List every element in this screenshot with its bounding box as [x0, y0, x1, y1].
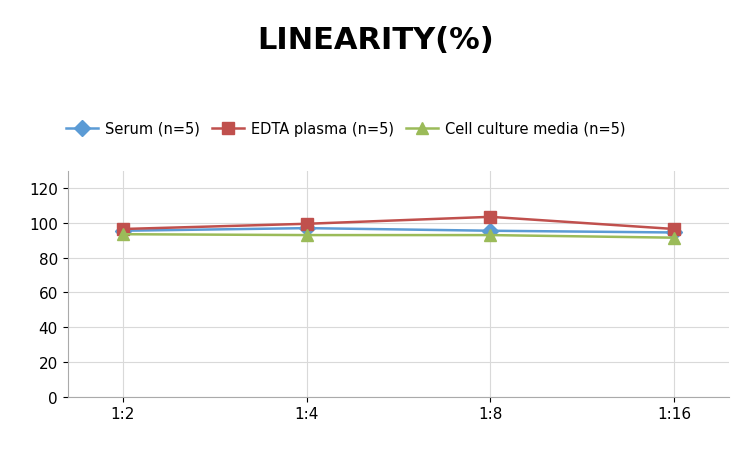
Cell culture media (n=5) — [486, 233, 495, 238]
Serum (n=5) — [302, 226, 311, 231]
Line: Cell culture media (n=5): Cell culture media (n=5) — [117, 229, 680, 244]
Serum (n=5) — [670, 230, 679, 236]
EDTA plasma (n=5) — [118, 227, 127, 232]
EDTA plasma (n=5) — [486, 215, 495, 220]
Line: Serum (n=5): Serum (n=5) — [117, 223, 680, 239]
Serum (n=5) — [486, 229, 495, 234]
EDTA plasma (n=5) — [302, 221, 311, 227]
Line: EDTA plasma (n=5): EDTA plasma (n=5) — [117, 212, 680, 235]
Cell culture media (n=5) — [670, 235, 679, 241]
Text: LINEARITY(%): LINEARITY(%) — [258, 26, 494, 55]
Serum (n=5) — [118, 229, 127, 234]
Legend: Serum (n=5), EDTA plasma (n=5), Cell culture media (n=5): Serum (n=5), EDTA plasma (n=5), Cell cul… — [60, 115, 632, 142]
Cell culture media (n=5) — [118, 232, 127, 237]
EDTA plasma (n=5) — [670, 227, 679, 232]
Cell culture media (n=5) — [302, 233, 311, 238]
